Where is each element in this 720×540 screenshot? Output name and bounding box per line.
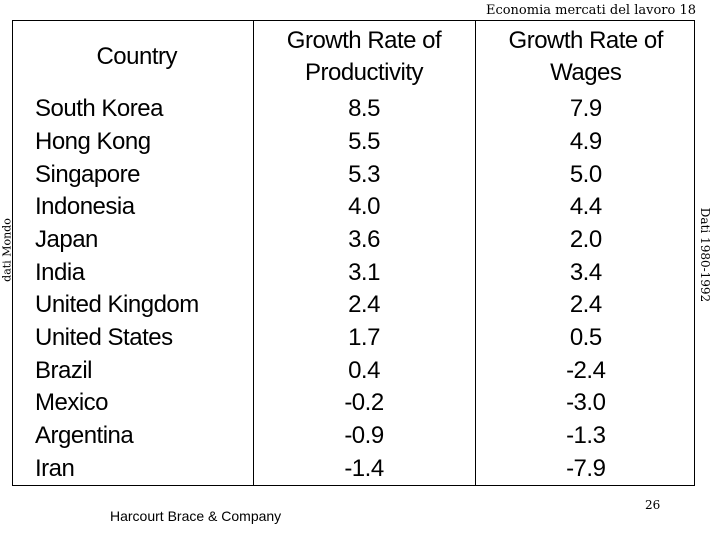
cell-wages: 7.9 (474, 93, 696, 126)
cell-wages: -7.9 (474, 452, 696, 485)
cell-productivity: -0.9 (252, 419, 475, 453)
publisher-credit: Harcourt Brace & Company (110, 508, 282, 524)
table-row: Argentina -0.9 -1.3 (13, 419, 696, 453)
cell-country: Iran (35, 454, 75, 482)
cell-wages: 3.4 (474, 256, 696, 289)
table-body: South Korea 8.5 7.9 Hong Kong 5.5 4.9 Singapor… (13, 93, 696, 485)
cell-wages: -1.3 (474, 419, 696, 453)
cell-country: Japan (35, 225, 98, 253)
page-number: 26 (645, 498, 661, 512)
header-wages-line2: Wages (550, 59, 622, 86)
side-label-right: Dati 1980-1992 (698, 207, 712, 303)
cell-wages: 4.4 (474, 190, 696, 224)
data-table: Country Growth Rate of Productivity Grow… (12, 20, 696, 486)
cell-productivity: 2.4 (252, 288, 475, 322)
cell-country: South Korea (35, 95, 163, 123)
table-row: Iran -1.4 -7.9 (13, 452, 696, 485)
table-row: India 3.1 3.4 (13, 256, 696, 289)
cell-productivity: 4.0 (252, 190, 475, 224)
table-header-row: Country Growth Rate of Productivity Grow… (13, 21, 696, 93)
header-wages-line1: Growth Rate of (508, 27, 664, 54)
header-productivity-line2: Productivity (304, 59, 424, 86)
table-row: United Kingdom 2.4 2.4 (13, 288, 696, 322)
cell-country: Argentina (35, 421, 134, 449)
cell-productivity: 3.1 (252, 256, 475, 289)
header-country: Country (13, 21, 253, 93)
header-country-label: Country (96, 43, 178, 70)
cell-wages: -2.4 (474, 354, 696, 387)
cell-country: Mexico (35, 389, 109, 417)
table-row: South Korea 8.5 7.9 (13, 93, 696, 126)
table-row: Brazil 0.4 -2.4 (13, 354, 696, 387)
cell-country: Singapore (35, 160, 140, 188)
cell-productivity: 5.3 (252, 158, 475, 191)
header-productivity-line1: Growth Rate of (286, 27, 442, 54)
slide-header: Economia mercati del lavoro 18 (485, 3, 696, 18)
cell-productivity: -0.2 (252, 386, 475, 420)
cell-country: India (35, 258, 85, 286)
cell-country: Indonesia (35, 193, 135, 221)
cell-country: United Kingdom (35, 291, 199, 319)
cell-productivity: 3.6 (252, 223, 475, 257)
cell-productivity: 8.5 (252, 93, 475, 126)
header-wages: Growth Rate of Wages (474, 21, 696, 93)
cell-productivity: 5.5 (252, 125, 475, 159)
cell-productivity: 0.4 (252, 354, 475, 387)
cell-productivity: -1.4 (252, 452, 475, 485)
header-productivity: Growth Rate of Productivity (252, 21, 475, 93)
cell-wages: 0.5 (474, 321, 696, 355)
cell-wages: 4.9 (474, 125, 696, 159)
cell-wages: 2.4 (474, 288, 696, 322)
table-row: Mexico -0.2 -3.0 (13, 386, 696, 420)
table-row: United States 1.7 0.5 (13, 321, 696, 355)
cell-wages: -3.0 (474, 386, 696, 420)
cell-wages: 5.0 (474, 158, 696, 191)
table-row: Japan 3.6 2.0 (13, 223, 696, 257)
growth-table: Country Growth Rate of Productivity Grow… (13, 21, 696, 485)
table-row: Indonesia 4.0 4.4 (13, 190, 696, 224)
cell-country: Hong Kong (35, 127, 151, 155)
table-row: Singapore 5.3 5.0 (13, 158, 696, 191)
table-row: Hong Kong 5.5 4.9 (13, 125, 696, 159)
cell-productivity: 1.7 (252, 321, 475, 355)
cell-wages: 2.0 (474, 223, 696, 257)
cell-country: United States (35, 323, 173, 351)
cell-country: Brazil (35, 356, 93, 384)
